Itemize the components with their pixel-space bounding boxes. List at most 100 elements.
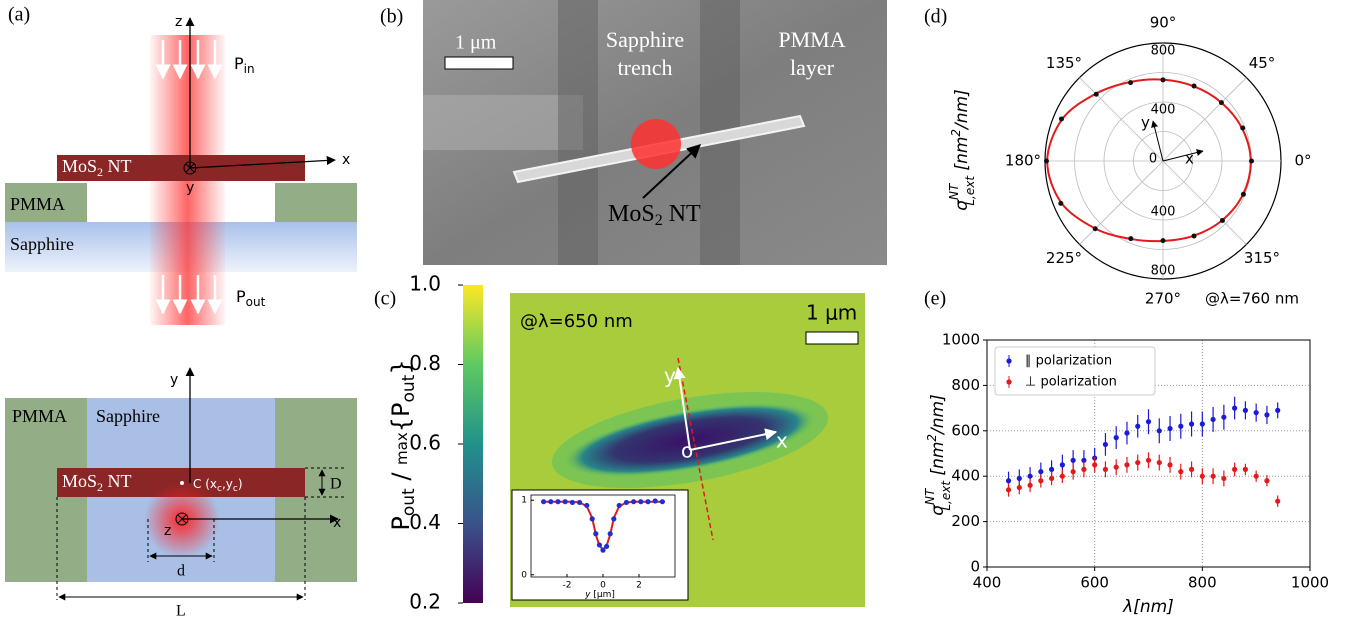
theta-tick-label: 270° — [1145, 290, 1181, 308]
y-tick-label: 0 — [970, 558, 980, 576]
pmma-label: PMMA — [12, 406, 67, 426]
text: Sapphire — [606, 27, 684, 52]
data-point — [631, 499, 637, 505]
data-point — [1167, 462, 1173, 468]
data-point — [1081, 466, 1087, 472]
data-point — [1264, 478, 1270, 484]
origin-label: o — [681, 439, 693, 463]
plot-frame — [986, 339, 1311, 568]
subscript: 2 — [655, 212, 663, 229]
data-point — [1016, 484, 1022, 491]
data-point — [1160, 238, 1166, 244]
data-point — [1219, 217, 1225, 223]
panel-a: (a) z x y Pin Pout MoS2 NT PMMA Sapphire — [5, 4, 357, 325]
pmma-block — [275, 183, 357, 223]
data-point — [1049, 466, 1055, 472]
data-point — [541, 499, 547, 505]
data-point — [562, 499, 568, 505]
text: /nm] — [952, 89, 972, 131]
text: NT — [947, 182, 961, 200]
wavelength-label: @λ=650 nm — [520, 311, 633, 332]
data-point — [584, 502, 590, 509]
dimension-label: d — [177, 563, 185, 580]
text: /nm] — [928, 394, 948, 436]
x-tick-label: 1000 — [1291, 574, 1329, 592]
text: [μm] — [590, 590, 614, 600]
axis-label: x — [333, 515, 341, 531]
y-tick-label: 200 — [951, 512, 980, 530]
theta-tick-label: 135° — [1046, 54, 1082, 72]
subscript: in — [244, 62, 255, 76]
data-point — [1240, 191, 1246, 197]
panel-label: (c) — [374, 288, 396, 310]
text: σ — [952, 199, 972, 211]
y-tick-label: 1000 — [942, 331, 980, 349]
pointer-arrow — [642, 144, 702, 199]
theta-tick-label: 315° — [1244, 249, 1280, 267]
sem-region — [423, 95, 583, 150]
text: [nm — [928, 442, 948, 481]
nanotube-shadow — [563, 403, 817, 477]
data-point — [569, 499, 576, 506]
data-point — [1102, 466, 1109, 472]
axis-label: y — [186, 180, 194, 196]
panel-c: (c) x y o @λ=650 nm 1 μm — [374, 288, 865, 607]
arrow — [1151, 120, 1164, 162]
data-point — [1253, 473, 1259, 479]
r-tick-label: 800 — [1151, 264, 1176, 279]
data-point — [1240, 125, 1246, 131]
data-point — [1092, 226, 1098, 232]
data-point — [1102, 441, 1109, 448]
data-point — [1128, 236, 1134, 242]
dimension-arrows — [58, 469, 326, 601]
text: 2 — [925, 434, 939, 442]
y-tick-label: 0 — [521, 570, 527, 580]
data-point — [1128, 80, 1134, 86]
data-point — [593, 531, 599, 537]
panel-b: (b) 1 μm Sapphire trench PMMA layer MoS2 N… — [380, 0, 887, 265]
data-point — [1156, 459, 1162, 466]
y-tick-label: 0.2 — [409, 590, 441, 614]
grid-spoke — [1079, 160, 1164, 245]
data-point — [1124, 462, 1130, 468]
panel-label: (a) — [8, 4, 30, 26]
y-axis-symbol — [185, 163, 195, 173]
pmma-label: PMMA — [10, 194, 65, 214]
data-point — [1178, 469, 1184, 475]
data-point — [1188, 421, 1195, 427]
data-point — [652, 498, 658, 504]
data-point — [1178, 423, 1184, 429]
trench-edge — [558, 0, 598, 265]
y-tick-label: 0.4 — [409, 510, 441, 534]
data-point — [1005, 487, 1012, 493]
text: NT — [663, 201, 701, 227]
data-point — [1135, 423, 1141, 429]
dimension-lines — [56, 467, 345, 600]
data-point — [607, 531, 613, 537]
y-tick-label: 400 — [951, 467, 980, 485]
y-tick-label: 0.6 — [409, 431, 441, 455]
scale-label: 1 μm — [806, 301, 857, 325]
data-point — [1124, 430, 1130, 436]
dimension-label: L — [176, 603, 186, 620]
legend-label: ∥ polarization — [1025, 354, 1112, 369]
axis-label: y — [664, 364, 676, 388]
axis-label: x — [342, 152, 350, 168]
data-point — [1059, 462, 1065, 468]
data-point — [1188, 466, 1195, 472]
panel-a-bottom: y x z PMMA Sapphire MoS2 NT C (xc,yc) D … — [5, 367, 357, 620]
data-point — [1113, 435, 1119, 441]
text: NT — [103, 471, 132, 491]
data-point — [1058, 116, 1064, 122]
data-point — [1160, 77, 1166, 83]
text: NT — [923, 487, 937, 505]
subscript: 2 — [97, 165, 103, 179]
data-point — [1058, 200, 1064, 206]
grid-spoke — [1162, 77, 1247, 162]
text: P — [234, 54, 244, 73]
panel-e: (e) — [924, 288, 946, 310]
beam-arrows — [155, 40, 223, 315]
nanotube — [57, 155, 305, 181]
y-axis-symbol — [183, 161, 197, 175]
data-point — [611, 516, 617, 522]
